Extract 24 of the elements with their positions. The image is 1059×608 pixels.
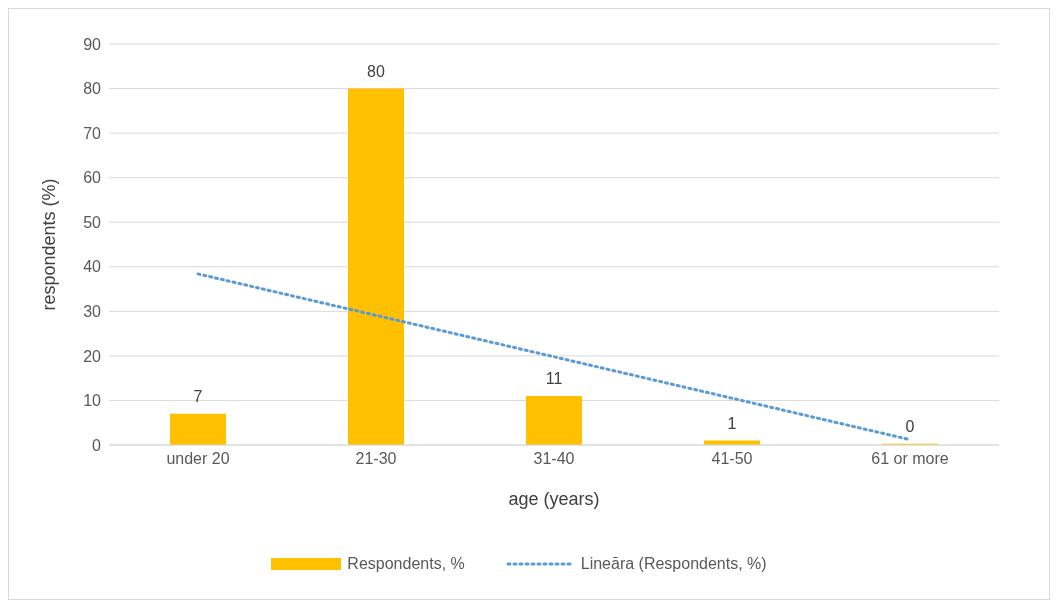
legend-label: Lineāra (Respondents, %) <box>580 555 767 573</box>
y-tick-label: 20 <box>83 347 102 365</box>
y-axis-title: respondents (%) <box>39 178 60 311</box>
data-label: 11 <box>545 369 563 387</box>
x-tick-label: 61 or more <box>871 450 949 468</box>
x-axis-title: age (years) <box>508 489 600 509</box>
y-tick-label: 90 <box>83 35 102 53</box>
data-label: 7 <box>193 387 203 405</box>
data-label: 1 <box>727 414 737 432</box>
data-label: 0 <box>905 417 915 435</box>
x-tick-label: 21-30 <box>355 450 397 468</box>
y-tick-label: 0 <box>92 436 102 454</box>
y-tick-label: 70 <box>83 124 102 142</box>
y-tick-label: 60 <box>83 169 102 187</box>
y-tick-label: 50 <box>83 213 102 231</box>
x-tick-label: 41-50 <box>711 450 753 468</box>
y-tick-label: 80 <box>83 80 102 98</box>
x-tick-label: 31-40 <box>533 450 575 468</box>
data-label: 80 <box>367 62 385 80</box>
legend-label: Respondents, % <box>347 555 465 573</box>
y-tick-label: 40 <box>83 258 102 276</box>
x-tick-label: under 20 <box>166 450 230 468</box>
y-tick-label: 10 <box>83 392 102 410</box>
y-tick-label: 30 <box>83 303 102 321</box>
